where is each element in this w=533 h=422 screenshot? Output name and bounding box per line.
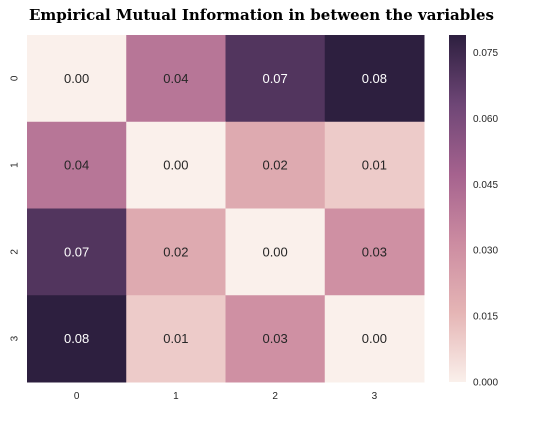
heatmap-cell-3-2 bbox=[225, 295, 326, 383]
heatmap-cell-3-1 bbox=[126, 295, 226, 383]
cell-value-label: 0.07 bbox=[262, 71, 287, 86]
cell-value-label: 0.07 bbox=[64, 244, 89, 259]
chart-title: Empirical Mutual Information in between … bbox=[29, 6, 494, 24]
cell-value-label: 0.04 bbox=[163, 71, 188, 86]
x-tick-label: 2 bbox=[272, 391, 278, 402]
heatmap-cell-2-0 bbox=[27, 208, 127, 296]
heatmap-cell-1-0 bbox=[27, 121, 127, 209]
x-tick-label: 3 bbox=[372, 391, 378, 402]
colorbar-tick-label: 0.075 bbox=[473, 48, 498, 59]
colorbar-tick-label: 0.060 bbox=[473, 114, 498, 125]
heatmap-cell-3-3 bbox=[324, 295, 425, 383]
cell-value-label: 0.00 bbox=[362, 331, 387, 346]
heatmap-cells: 0.00 0.04 0.07 0.08 0.04 0.00 0.02 0.01 0.07 0.02… bbox=[27, 35, 425, 383]
cell-value-label: 0.00 bbox=[64, 71, 89, 86]
colorbar-gradient bbox=[449, 35, 466, 382]
cell-value-label: 0.03 bbox=[362, 244, 387, 259]
cell-value-label: 0.02 bbox=[262, 158, 287, 173]
heatmap-cell-2-2 bbox=[225, 208, 326, 296]
y-axis-ticks: 0 1 2 3 bbox=[10, 75, 21, 341]
cell-value-label: 0.08 bbox=[362, 71, 387, 86]
x-tick-label: 0 bbox=[74, 391, 80, 402]
colorbar-tick-label: 0.030 bbox=[473, 246, 498, 257]
cell-value-label: 0.01 bbox=[163, 331, 188, 346]
y-tick-label: 1 bbox=[10, 162, 21, 168]
cell-value-label: 0.02 bbox=[163, 244, 188, 259]
y-tick-label: 0 bbox=[10, 75, 21, 81]
colorbar-tick-label: 0.045 bbox=[473, 180, 498, 191]
colorbar-tick-label: 0.000 bbox=[473, 378, 498, 389]
cell-value-label: 0.01 bbox=[362, 158, 387, 173]
heatmap-cell-3-0 bbox=[27, 295, 127, 383]
y-tick-label: 2 bbox=[10, 249, 21, 255]
cell-value-label: 0.04 bbox=[64, 158, 89, 173]
cell-value-label: 0.08 bbox=[64, 331, 89, 346]
heatmap-cell-0-0 bbox=[27, 35, 127, 123]
heatmap-cell-0-1 bbox=[126, 35, 226, 123]
colorbar: 0.000 0.015 0.030 0.045 0.060 0.075 bbox=[449, 35, 498, 389]
cell-value-label: 0.03 bbox=[262, 331, 287, 346]
heatmap-cell-2-1 bbox=[126, 208, 226, 296]
heatmap-cell-2-3 bbox=[324, 208, 425, 296]
colorbar-tick-label: 0.015 bbox=[473, 312, 498, 323]
heatmap-cell-1-2 bbox=[225, 121, 326, 209]
x-axis-ticks: 0 1 2 3 bbox=[74, 391, 378, 402]
x-tick-label: 1 bbox=[173, 391, 179, 402]
y-tick-label: 3 bbox=[10, 335, 21, 341]
heatmap-cell-0-2 bbox=[225, 35, 326, 123]
heatmap-cell-0-3 bbox=[324, 35, 425, 123]
heatmap-cell-1-1 bbox=[126, 121, 226, 209]
cell-value-label: 0.00 bbox=[262, 244, 287, 259]
heatmap-cell-1-3 bbox=[324, 121, 425, 209]
cell-value-label: 0.00 bbox=[163, 158, 188, 173]
